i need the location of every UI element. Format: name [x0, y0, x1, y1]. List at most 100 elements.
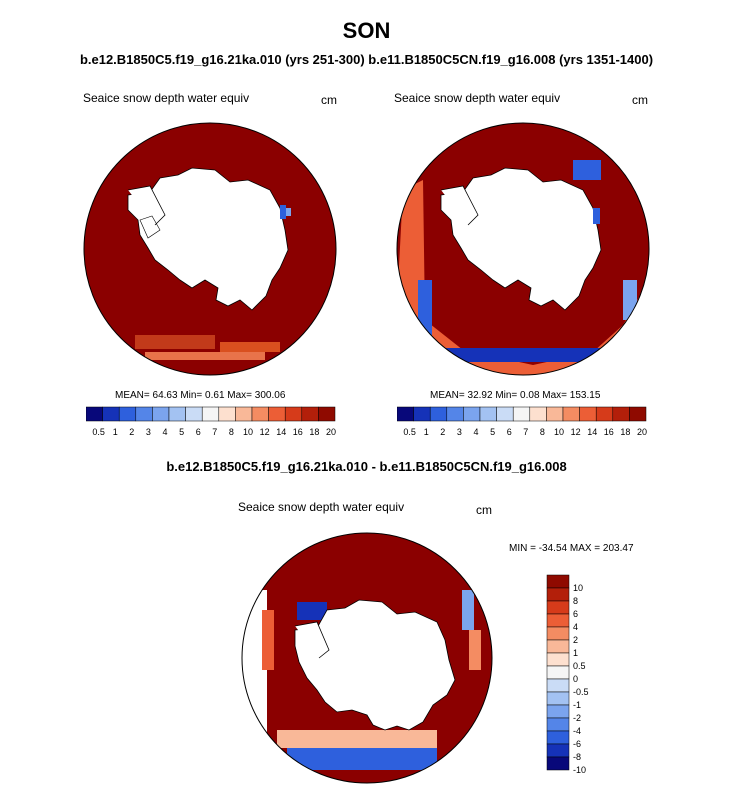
diff-peninsula: [294, 621, 330, 659]
right-units-label: cm: [632, 93, 648, 107]
colorbar-swatch: [512, 406, 531, 422]
diff-variable-label: Seaice snow depth water equiv: [238, 500, 405, 514]
right-map: [396, 122, 650, 376]
colorbar-tick-label: -2: [573, 713, 581, 723]
colorbar-swatch: [546, 639, 570, 654]
diff-antarctica: [294, 599, 456, 731]
colorbar-tick-label: -1: [573, 700, 581, 710]
colorbar-tick-label: 16: [604, 427, 614, 437]
colorbar-swatch: [118, 406, 137, 422]
figure-title: SON: [342, 18, 391, 43]
left-units-label: cm: [321, 93, 337, 107]
colorbar-tick-label: -8: [573, 752, 581, 762]
left-edge-band-2: [220, 342, 280, 352]
left-edge-band-1: [135, 335, 215, 349]
colorbar-tick-label: -6: [573, 739, 581, 749]
colorbar-swatch: [546, 406, 564, 422]
colorbar-tick-label: 4: [162, 427, 167, 437]
left-antarctica: [127, 167, 289, 311]
diff-units-label: cm: [476, 503, 492, 517]
colorbar-swatch: [546, 717, 570, 732]
diff-east-band-2: [469, 630, 481, 670]
colorbar-swatch: [546, 756, 570, 771]
colorbar-swatch: [612, 406, 630, 422]
colorbar-tick-label: 4: [473, 427, 478, 437]
colorbar-tick-label: 16: [293, 427, 303, 437]
colorbar-tick-label: 14: [276, 427, 286, 437]
colorbar-tick-label: 10: [573, 583, 583, 593]
colorbar-tick-label: 6: [196, 427, 201, 437]
colorbar-tick-label: 7: [523, 427, 528, 437]
colorbar-tick-label: 1: [573, 648, 578, 658]
colorbar-swatch: [546, 626, 570, 641]
diff-stats: MIN = -34.54 MAX = 203.47: [509, 543, 634, 554]
colorbar-tick-label: -0.5: [573, 687, 589, 697]
colorbar-tick-label: 0.5: [403, 427, 416, 437]
colorbar-tick-label: 10: [243, 427, 253, 437]
colorbar-tick-label: 2: [129, 427, 134, 437]
left-ice-shelf: [139, 215, 161, 239]
right-variable-label: Seaice snow depth water equiv: [394, 91, 561, 105]
colorbar-swatch: [284, 406, 303, 422]
colorbar-swatch: [185, 406, 203, 422]
colorbar-swatch: [235, 406, 253, 422]
colorbar-swatch: [301, 406, 319, 422]
colorbar-swatch: [102, 406, 120, 422]
colorbar-tick-label: 20: [326, 427, 336, 437]
colorbar-tick-label: 20: [637, 427, 647, 437]
right-blue-band-w: [418, 280, 432, 340]
colorbar-swatch: [168, 406, 186, 422]
colorbar-swatch: [595, 406, 614, 422]
colorbar-swatch: [463, 406, 481, 422]
left-map: [83, 122, 337, 376]
colorbar-swatch: [579, 406, 597, 422]
left-blue-patch: [280, 205, 286, 219]
colorbar-swatch: [546, 691, 570, 706]
diff-title: b.e12.B1850C5.f19_g16.21ka.010 - b.e11.B…: [166, 459, 567, 474]
colorbar-tick-label: 5: [179, 427, 184, 437]
colorbar-tick-label: 8: [573, 596, 578, 606]
right-blue-band-ne: [573, 160, 601, 180]
colorbar-tick-label: 8: [229, 427, 234, 437]
right-colorbar: 0.5 1 2 3 4 5 6 7 8 10 12 14 16 18 20: [397, 406, 647, 437]
colorbar-tick-label: 8: [540, 427, 545, 437]
colorbar-swatch: [546, 600, 570, 615]
colorbar-swatch: [446, 406, 464, 422]
colorbar-tick-label: 2: [440, 427, 445, 437]
colorbar-tick-label: 2: [573, 635, 578, 645]
diff-map: [241, 532, 493, 784]
colorbar-swatch: [479, 406, 497, 422]
left-lightblue-patch: [286, 208, 291, 216]
colorbar-tick-label: 3: [146, 427, 151, 437]
diff-south-band-2: [287, 748, 437, 770]
colorbar-tick-label: 5: [490, 427, 495, 437]
colorbar-swatch: [546, 574, 570, 589]
colorbar-swatch: [546, 678, 570, 693]
diff-east-band: [462, 590, 474, 630]
colorbar-swatch: [201, 406, 220, 422]
colorbar-tick-label: 3: [457, 427, 462, 437]
right-antarctica: [440, 167, 602, 311]
colorbar-swatch: [429, 406, 448, 422]
colorbar-tick-label: 10: [554, 427, 564, 437]
colorbar-swatch: [629, 406, 647, 422]
diff-west-band: [262, 610, 274, 670]
right-peninsula: [440, 185, 479, 226]
diff-blue-patch: [297, 602, 327, 620]
colorbar-swatch: [562, 406, 580, 422]
left-colorbar: 0.5 1 2 3 4 5 6 7 8 10 12 14 16 18 20: [86, 406, 336, 437]
left-map-border: [83, 122, 337, 376]
colorbar-swatch: [546, 652, 570, 667]
colorbar-swatch: [496, 406, 514, 422]
colorbar-tick-label: 0: [573, 674, 578, 684]
left-stats: MEAN= 64.63 Min= 0.61 Max= 300.06: [115, 390, 286, 401]
colorbar-swatch: [397, 406, 414, 422]
colorbar-swatch: [546, 665, 570, 680]
colorbar-tick-label: 6: [507, 427, 512, 437]
colorbar-swatch: [546, 587, 570, 602]
colorbar-tick-label: 12: [260, 427, 270, 437]
colorbar-tick-label: 1: [424, 427, 429, 437]
colorbar-swatch: [268, 406, 286, 422]
colorbar-swatch: [529, 406, 547, 422]
left-peninsula: [127, 185, 166, 226]
